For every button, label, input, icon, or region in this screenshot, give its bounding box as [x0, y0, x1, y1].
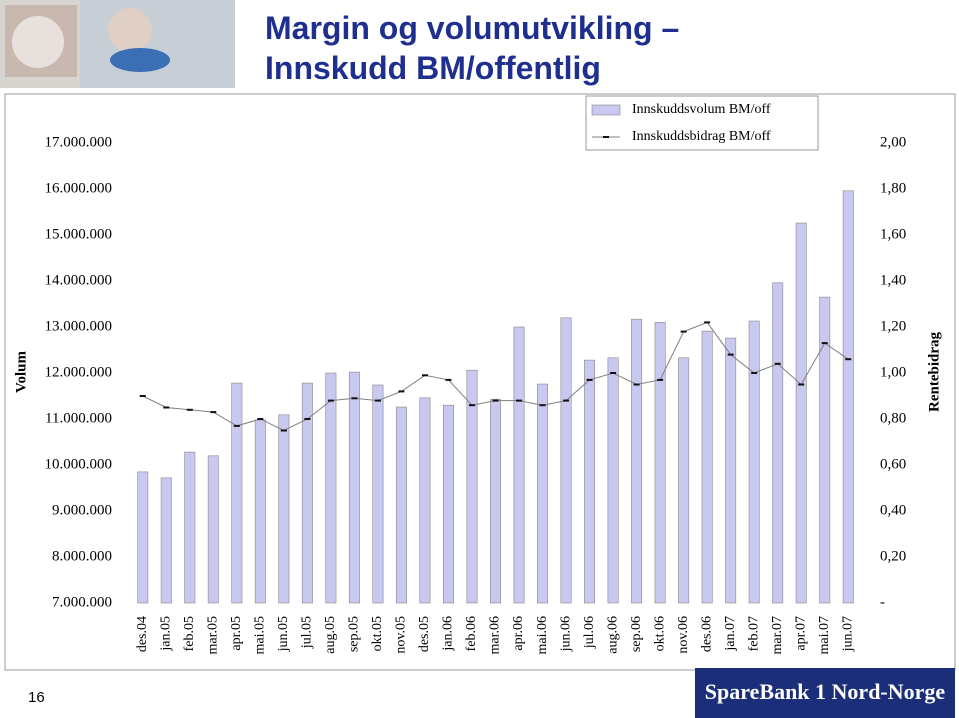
bar [607, 357, 619, 604]
x-tick-label: jan.06 [441, 616, 456, 652]
bar [466, 369, 478, 604]
y-tick-label: 16.000.000 [45, 180, 113, 196]
y2-tick-label: 1,80 [880, 180, 906, 196]
bar [325, 372, 337, 604]
x-tick-label: apr.05 [229, 616, 244, 651]
bar [442, 404, 454, 604]
bar [748, 320, 760, 604]
x-tick-label: jun.05 [276, 616, 291, 652]
logo: SpareBank 1 Nord-Norge [705, 679, 946, 704]
x-tick-label: jul.05 [300, 616, 315, 649]
x-tick-label: mai.05 [253, 616, 268, 655]
legend [585, 95, 819, 151]
y2-tick-label: 0,80 [880, 410, 906, 426]
x-tick-label: nov.06 [676, 616, 691, 654]
y-tick-label: 12.000.000 [45, 364, 113, 380]
bar [678, 357, 690, 604]
y2-tick-label: 2,00 [880, 134, 906, 150]
bar [537, 383, 549, 604]
bar [772, 282, 784, 604]
x-tick-label: mar.05 [206, 616, 221, 655]
y-tick-label: 17.000.000 [45, 134, 113, 150]
x-tick-label: nov.05 [394, 616, 409, 654]
y-tick-label: 7.000.000 [52, 594, 112, 610]
x-tick-label: mai.06 [535, 616, 550, 655]
y-tick-label: 15.000.000 [45, 226, 113, 242]
y2-axis-title: Rentebidrag [926, 332, 942, 412]
bar [184, 451, 196, 604]
y2-tick-label: - [880, 594, 885, 610]
legend-box [585, 95, 819, 151]
y-tick-label: 13.000.000 [45, 318, 113, 334]
bar [419, 397, 431, 604]
bar [654, 322, 666, 604]
bar [560, 317, 572, 604]
x-tick-label: okt.05 [370, 616, 385, 651]
bar [513, 326, 525, 604]
bar [631, 318, 643, 604]
x-tick-label: apr.06 [511, 616, 526, 651]
y-tick-label: 11.000.000 [45, 410, 112, 426]
y2-tick-label: 0,60 [880, 456, 906, 472]
legend-label: Innskuddsvolum BM/off [632, 102, 771, 117]
y-tick-label: 10.000.000 [45, 456, 113, 472]
x-tick-label: des.05 [417, 616, 432, 652]
x-tick-label: mar.06 [488, 616, 503, 655]
y-tick-label: 8.000.000 [52, 548, 112, 564]
bar [725, 337, 737, 604]
x-tick-label: jun.06 [558, 616, 573, 652]
photo [0, 0, 235, 88]
x-tick-label: mai.07 [817, 616, 832, 655]
x-tick-label: feb.05 [182, 616, 197, 651]
x-tick-label: feb.06 [464, 616, 479, 651]
y-axis-title: Volum [13, 351, 29, 393]
bar [490, 398, 501, 604]
y2-tick-label: 0,20 [880, 548, 906, 564]
y2-tick-label: 0,40 [880, 502, 906, 518]
bar [348, 371, 360, 604]
y-tick-label: 9.000.000 [52, 502, 112, 518]
page-number: 16 [28, 689, 45, 706]
x-tick-label: okt.06 [652, 616, 667, 651]
bar [795, 222, 807, 604]
bar [137, 471, 149, 604]
y2-tick-label: 1,20 [880, 318, 906, 334]
x-tick-label: mar.07 [770, 616, 785, 655]
legend-swatch [591, 104, 621, 116]
bar [207, 455, 219, 604]
bar [372, 384, 384, 604]
legend-label: Innskuddsbidrag BM/off [632, 129, 771, 144]
bar [160, 477, 172, 604]
x-tick-label: aug.06 [605, 616, 620, 654]
bar [278, 414, 290, 604]
x-tick-label: jan.05 [158, 616, 173, 652]
x-tick-label: des.04 [135, 616, 150, 652]
bar [254, 419, 266, 604]
bar [701, 330, 713, 604]
title: Margin og volumutvikling – Innskudd BM/o… [265, 10, 680, 86]
y2-tick-label: 1,60 [880, 226, 906, 242]
x-tick-label: sep.06 [629, 616, 644, 652]
x-tick-label: aug.05 [323, 616, 338, 654]
x-tick-label: jul.06 [582, 616, 597, 649]
bar [842, 190, 854, 604]
y2-tick-label: 1,00 [880, 364, 906, 380]
bar [301, 382, 313, 604]
x-tick-label: apr.07 [793, 616, 808, 651]
chart-frame [4, 93, 956, 671]
y2-tick-label: 1,40 [880, 272, 906, 288]
x-tick-label: sep.05 [347, 616, 362, 652]
logo-box [695, 668, 955, 718]
bar [584, 359, 596, 604]
bar [819, 296, 831, 604]
x-tick-label: jan.07 [723, 616, 738, 652]
bar [395, 406, 407, 604]
y-tick-label: 14.000.000 [45, 272, 113, 288]
x-tick-label: feb.07 [746, 616, 761, 651]
x-tick-label: des.06 [699, 616, 714, 652]
x-tick-label: jun.07 [840, 616, 855, 652]
bar [231, 382, 243, 604]
